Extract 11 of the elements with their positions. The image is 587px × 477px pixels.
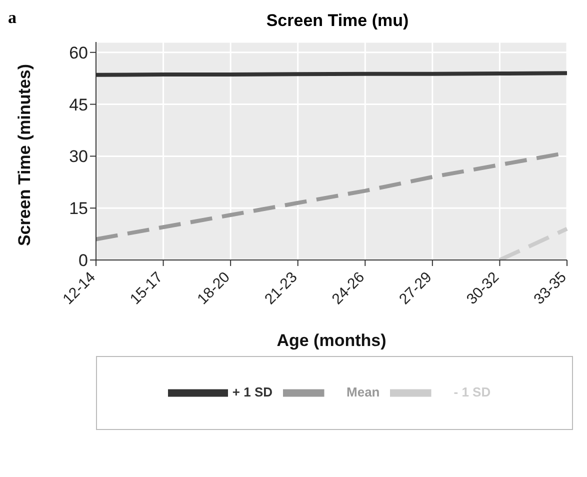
y-axis-title: Screen Time (minutes) <box>15 64 34 246</box>
text: a <box>8 8 16 28</box>
y-tick-label: 60 <box>69 43 88 62</box>
legend-label: Mean <box>346 384 380 400</box>
y-tick-label: 45 <box>69 95 88 114</box>
y-tick-label: 15 <box>69 199 88 218</box>
y-tick-label: 30 <box>69 147 88 166</box>
chart-title: Screen Time (mu) <box>266 11 409 30</box>
legend-label: + 1 SD <box>232 384 273 400</box>
x-axis-title: Age (months) <box>276 331 386 350</box>
y-tick-label: 0 <box>78 251 88 270</box>
